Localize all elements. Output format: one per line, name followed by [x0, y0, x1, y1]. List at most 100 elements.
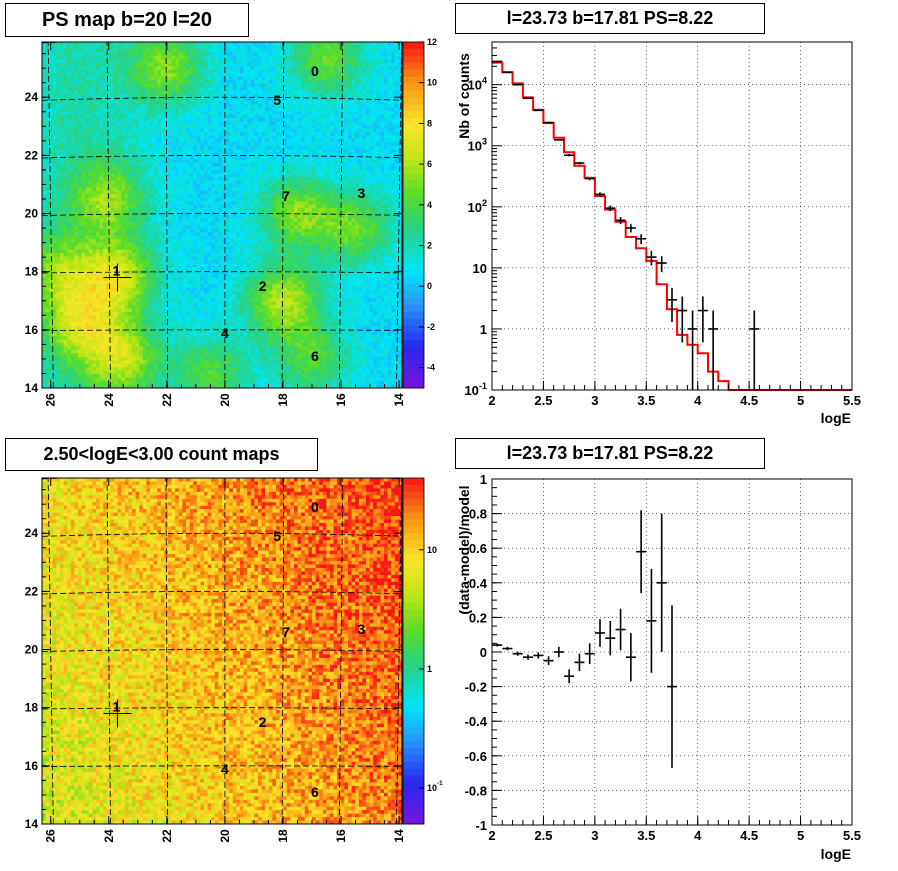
ps-map-map-cell — [376, 180, 381, 185]
ps-map-map-cell — [322, 208, 327, 212]
ps-map-map-cell — [268, 59, 273, 64]
ps-map-map-cell — [312, 163, 316, 167]
ps-map-map-cell — [326, 69, 331, 74]
ps-map-map-cell — [92, 121, 97, 126]
ps-map-map-cell — [376, 69, 381, 74]
ps-map-map-cell — [52, 86, 57, 91]
ps-map-map-cell — [103, 76, 108, 81]
ps-map-map-cell — [304, 100, 309, 105]
ps-map-map-cell — [384, 201, 388, 205]
ps-map-map-cell — [326, 142, 331, 147]
ps-map-map-cell — [85, 114, 90, 119]
ps-map-map-cell — [63, 156, 68, 160]
ps-map-map-cell — [326, 166, 331, 171]
ps-map-map-cell — [272, 187, 277, 192]
ps-map-map-cell — [286, 183, 291, 188]
ps-map-map-cell — [157, 204, 162, 209]
ps-map-map-cell — [88, 166, 93, 171]
ps-map-map-cell — [196, 170, 201, 174]
ps-map-map-cell — [63, 55, 68, 60]
ps-map-map-cell — [265, 52, 270, 57]
ps-map-map-cell — [308, 69, 313, 74]
ps-map-map-cell — [56, 121, 61, 126]
ps-map-map-cell — [157, 48, 162, 53]
ps-map-map-cell — [265, 111, 270, 116]
ps-map-map-cell — [186, 183, 190, 188]
ps-map-map-cell — [348, 183, 352, 188]
ps-map-map-cell — [56, 69, 61, 74]
ps-map-map-cell — [88, 204, 93, 209]
ps-map-map-cell — [301, 170, 306, 174]
ps-map-map-cell — [63, 121, 68, 126]
ps-map-map-cell — [258, 159, 262, 164]
ps-map-map-cell — [301, 83, 306, 88]
ps-map-map-cell — [42, 204, 46, 209]
ps-map-map-cell — [60, 59, 64, 64]
ps-map-map-cell — [362, 131, 367, 136]
ps-map-map-cell — [322, 62, 327, 67]
ps-map-map-cell — [250, 104, 255, 109]
ps-map-map-cell — [92, 86, 97, 91]
ps-map-map-cell — [52, 59, 57, 64]
ps-map-map-cell — [387, 128, 392, 133]
ps-map-map-cell — [193, 152, 198, 157]
ps-map-map-cell — [189, 59, 194, 64]
ps-map-map-cell — [45, 197, 50, 202]
ps-map-map-cell — [67, 52, 72, 57]
ps-map-map-cell — [103, 107, 108, 112]
ps-map-map-cell — [268, 145, 273, 150]
ps-map-map-cell — [214, 197, 219, 202]
ps-map-map-cell — [376, 104, 381, 109]
ps-map-map-cell — [207, 83, 212, 88]
ps-map-map-cell — [142, 128, 147, 133]
ps-map-map-cell — [60, 135, 64, 140]
ps-map-map-cell — [92, 73, 97, 77]
ps-map-map-cell — [236, 73, 241, 77]
ps-map-map-cell — [290, 201, 295, 205]
ps-map-map-cell — [322, 194, 327, 199]
ps-map-map-cell — [391, 204, 396, 209]
ps-map-map-cell — [85, 52, 90, 57]
ps-map-map-cell — [193, 111, 198, 116]
ps-map-map-cell — [157, 135, 162, 140]
ps-map-map-cell — [218, 83, 223, 88]
ps-map-map-cell — [333, 183, 338, 188]
ps-map-map-cell — [376, 183, 381, 188]
ps-map-map-cell — [304, 166, 309, 171]
ps-map-map-cell — [196, 42, 201, 46]
ps-map-map-cell — [279, 111, 284, 116]
ps-map-map-cell — [103, 145, 108, 150]
ps-map-map-cell — [63, 48, 68, 53]
ps-map-map-cell — [189, 114, 194, 119]
ps-map-map-cell — [85, 59, 90, 64]
ps-map-map-cell — [60, 138, 64, 143]
ps-map-map-cell — [326, 97, 331, 102]
ps-map-map-cell — [254, 100, 259, 105]
ps-map-map-cell — [348, 152, 352, 157]
ps-map-map-cell — [398, 152, 402, 157]
ps-map-map-cell — [74, 125, 79, 129]
ps-map-map-cell — [106, 52, 111, 57]
ps-map-map-cell — [315, 156, 320, 160]
ps-map-map-cell — [355, 197, 360, 202]
ps-map-map-cell — [258, 73, 262, 77]
ps-map-map-cell — [322, 163, 327, 167]
ps-map-map-cell — [240, 176, 244, 181]
ps-map-map-cell — [294, 194, 298, 199]
ps-map-map-cell — [56, 194, 61, 199]
ps-map-map-cell — [340, 100, 345, 105]
ps-map-map-cell — [211, 97, 216, 102]
ps-map-map-cell — [182, 80, 187, 84]
ps-map-map-cell — [283, 107, 288, 112]
ps-map-map-cell — [394, 55, 399, 60]
ps-map-map-cell — [110, 166, 115, 171]
ps-map-map-cell — [384, 86, 388, 91]
ps-map-map-cell — [312, 197, 316, 202]
ps-map-map-cell — [261, 163, 266, 167]
ps-map-map-cell — [171, 111, 176, 116]
ps-map-map-cell — [333, 73, 338, 77]
ps-map-map-cell — [225, 163, 230, 167]
ps-map-map-cell — [290, 173, 295, 178]
ps-map-map-cell — [358, 83, 363, 88]
ps-map-map-cell — [92, 166, 97, 171]
